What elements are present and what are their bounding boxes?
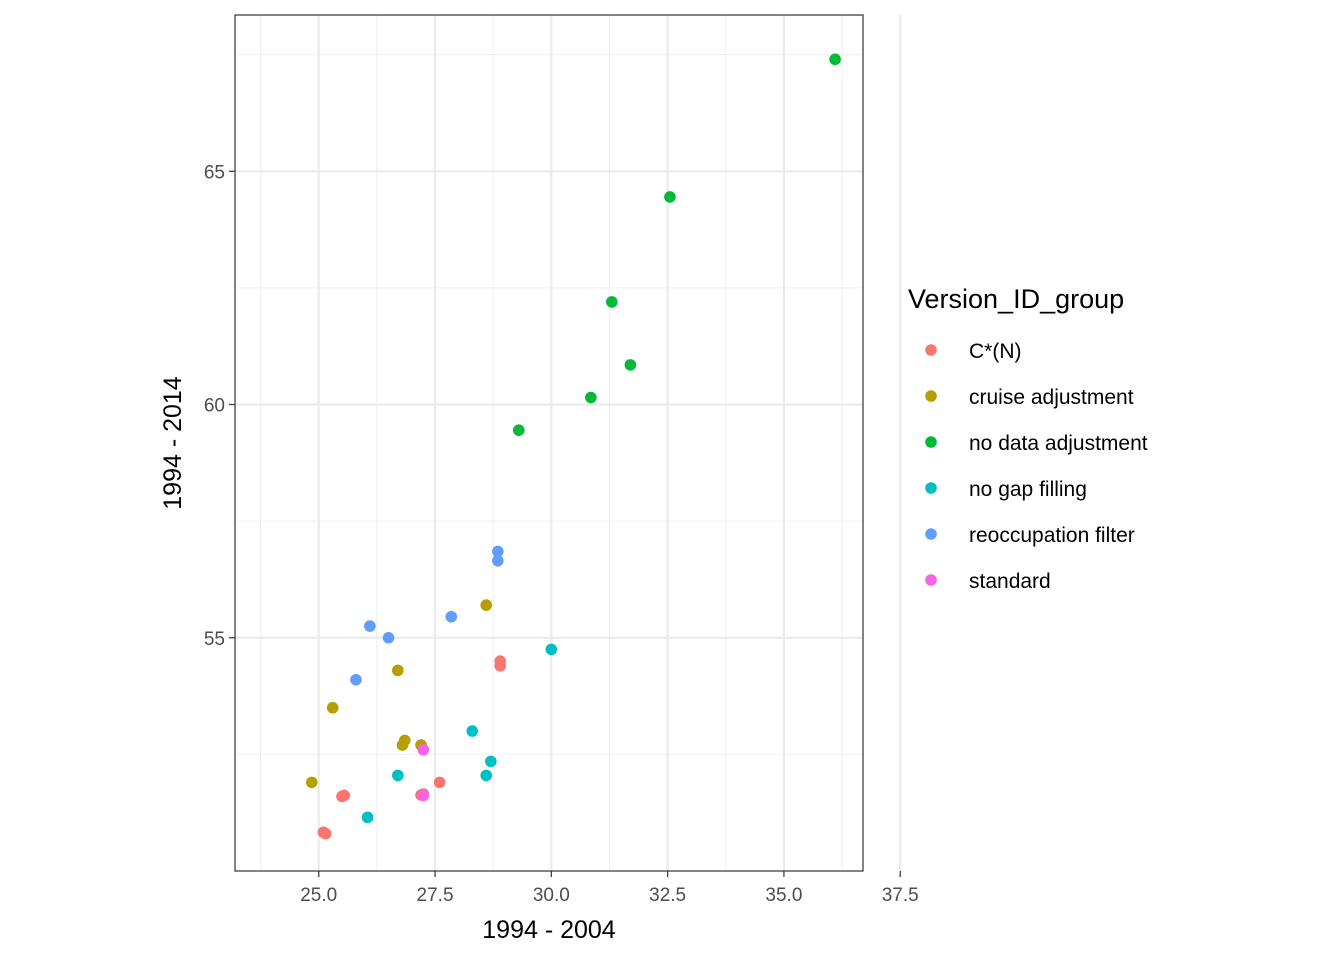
data-point-no-gap-filling (485, 755, 497, 768)
y-axis-title: 1994 - 2014 (159, 376, 187, 510)
points-layer (305, 53, 841, 840)
y-tick-label: 60 (204, 396, 225, 417)
y-tick-label: 55 (204, 629, 225, 650)
data-point-c-n (494, 659, 506, 672)
data-point-no-data-adjustment (606, 296, 618, 308)
data-point-cruise-adjustment (480, 599, 493, 611)
data-point-no-gap-filling (466, 725, 479, 737)
legend-label-no-gap-filling: no gap filling (969, 478, 1087, 501)
legend-title: Version_ID_group (908, 284, 1124, 314)
x-tick-label: 35.0 (765, 885, 802, 906)
data-point-cruise-adjustment (326, 701, 339, 714)
x-tick-label: 32.5 (649, 885, 686, 906)
data-point-reoccupation-filter (350, 673, 362, 686)
data-point-no-data-adjustment (585, 391, 597, 404)
data-point-no-gap-filling (392, 769, 404, 782)
data-point-cruise-adjustment (398, 734, 411, 747)
x-tick-label: 25.0 (300, 885, 337, 906)
data-point-cruise-adjustment (392, 664, 404, 677)
legend-items: C*(N) cruise adjustment no data adjustment… (925, 340, 1148, 593)
data-point-no-gap-filling (545, 643, 558, 656)
legend-label-reoccupation-filter: reoccupation filter (969, 524, 1135, 547)
data-point-no-data-adjustment (624, 359, 637, 371)
x-tick-label: 30.0 (533, 885, 570, 906)
panel-border (234, 14, 864, 872)
data-point-reoccupation-filter (445, 610, 458, 623)
data-point-standard (417, 743, 430, 756)
data-point-c-n (319, 827, 332, 840)
data-point-no-data-adjustment (664, 191, 676, 203)
legend-key-no-data-adjustment (925, 436, 937, 448)
data-point-standard (417, 789, 430, 802)
data-point-no-gap-filling (480, 769, 493, 782)
data-point-c-n (338, 789, 351, 802)
data-point-no-gap-filling (361, 811, 374, 824)
legend-key-standard (925, 574, 937, 586)
x-tick-label: 27.5 (417, 885, 454, 906)
data-point-reoccupation-filter (492, 554, 504, 567)
data-point-no-data-adjustment (512, 424, 525, 436)
legend-key-c-n (925, 344, 937, 356)
x-axis-title: 1994 - 2004 (482, 916, 616, 944)
legend-label-standard: standard (969, 570, 1051, 593)
legend-label-c-n: C*(N) (969, 340, 1022, 363)
legend-label-no-data-adjustment: no data adjustment (969, 432, 1148, 455)
data-point-reoccupation-filter (382, 631, 395, 644)
grid-layer (235, 15, 902, 871)
legend-key-reoccupation-filter (925, 528, 937, 540)
legend-key-no-gap-filling (925, 482, 937, 494)
legend-label-cruise-adjustment: cruise adjustment (969, 386, 1134, 409)
legend-key-cruise-adjustment (925, 390, 937, 402)
data-point-no-data-adjustment (829, 53, 841, 66)
y-tick-label: 65 (204, 162, 225, 183)
legend: Version_ID_group C*(N) cruise adjustment n… (908, 284, 1148, 593)
data-point-cruise-adjustment (305, 776, 318, 789)
data-point-reoccupation-filter (492, 545, 504, 558)
ticks-layer: 25.0 27.5 30.0 32.5 35.0 37.5 55 60 65 (204, 162, 919, 906)
data-point-reoccupation-filter (364, 620, 376, 632)
data-point-c-n (433, 776, 446, 789)
x-tick-label: 37.5 (882, 885, 919, 906)
